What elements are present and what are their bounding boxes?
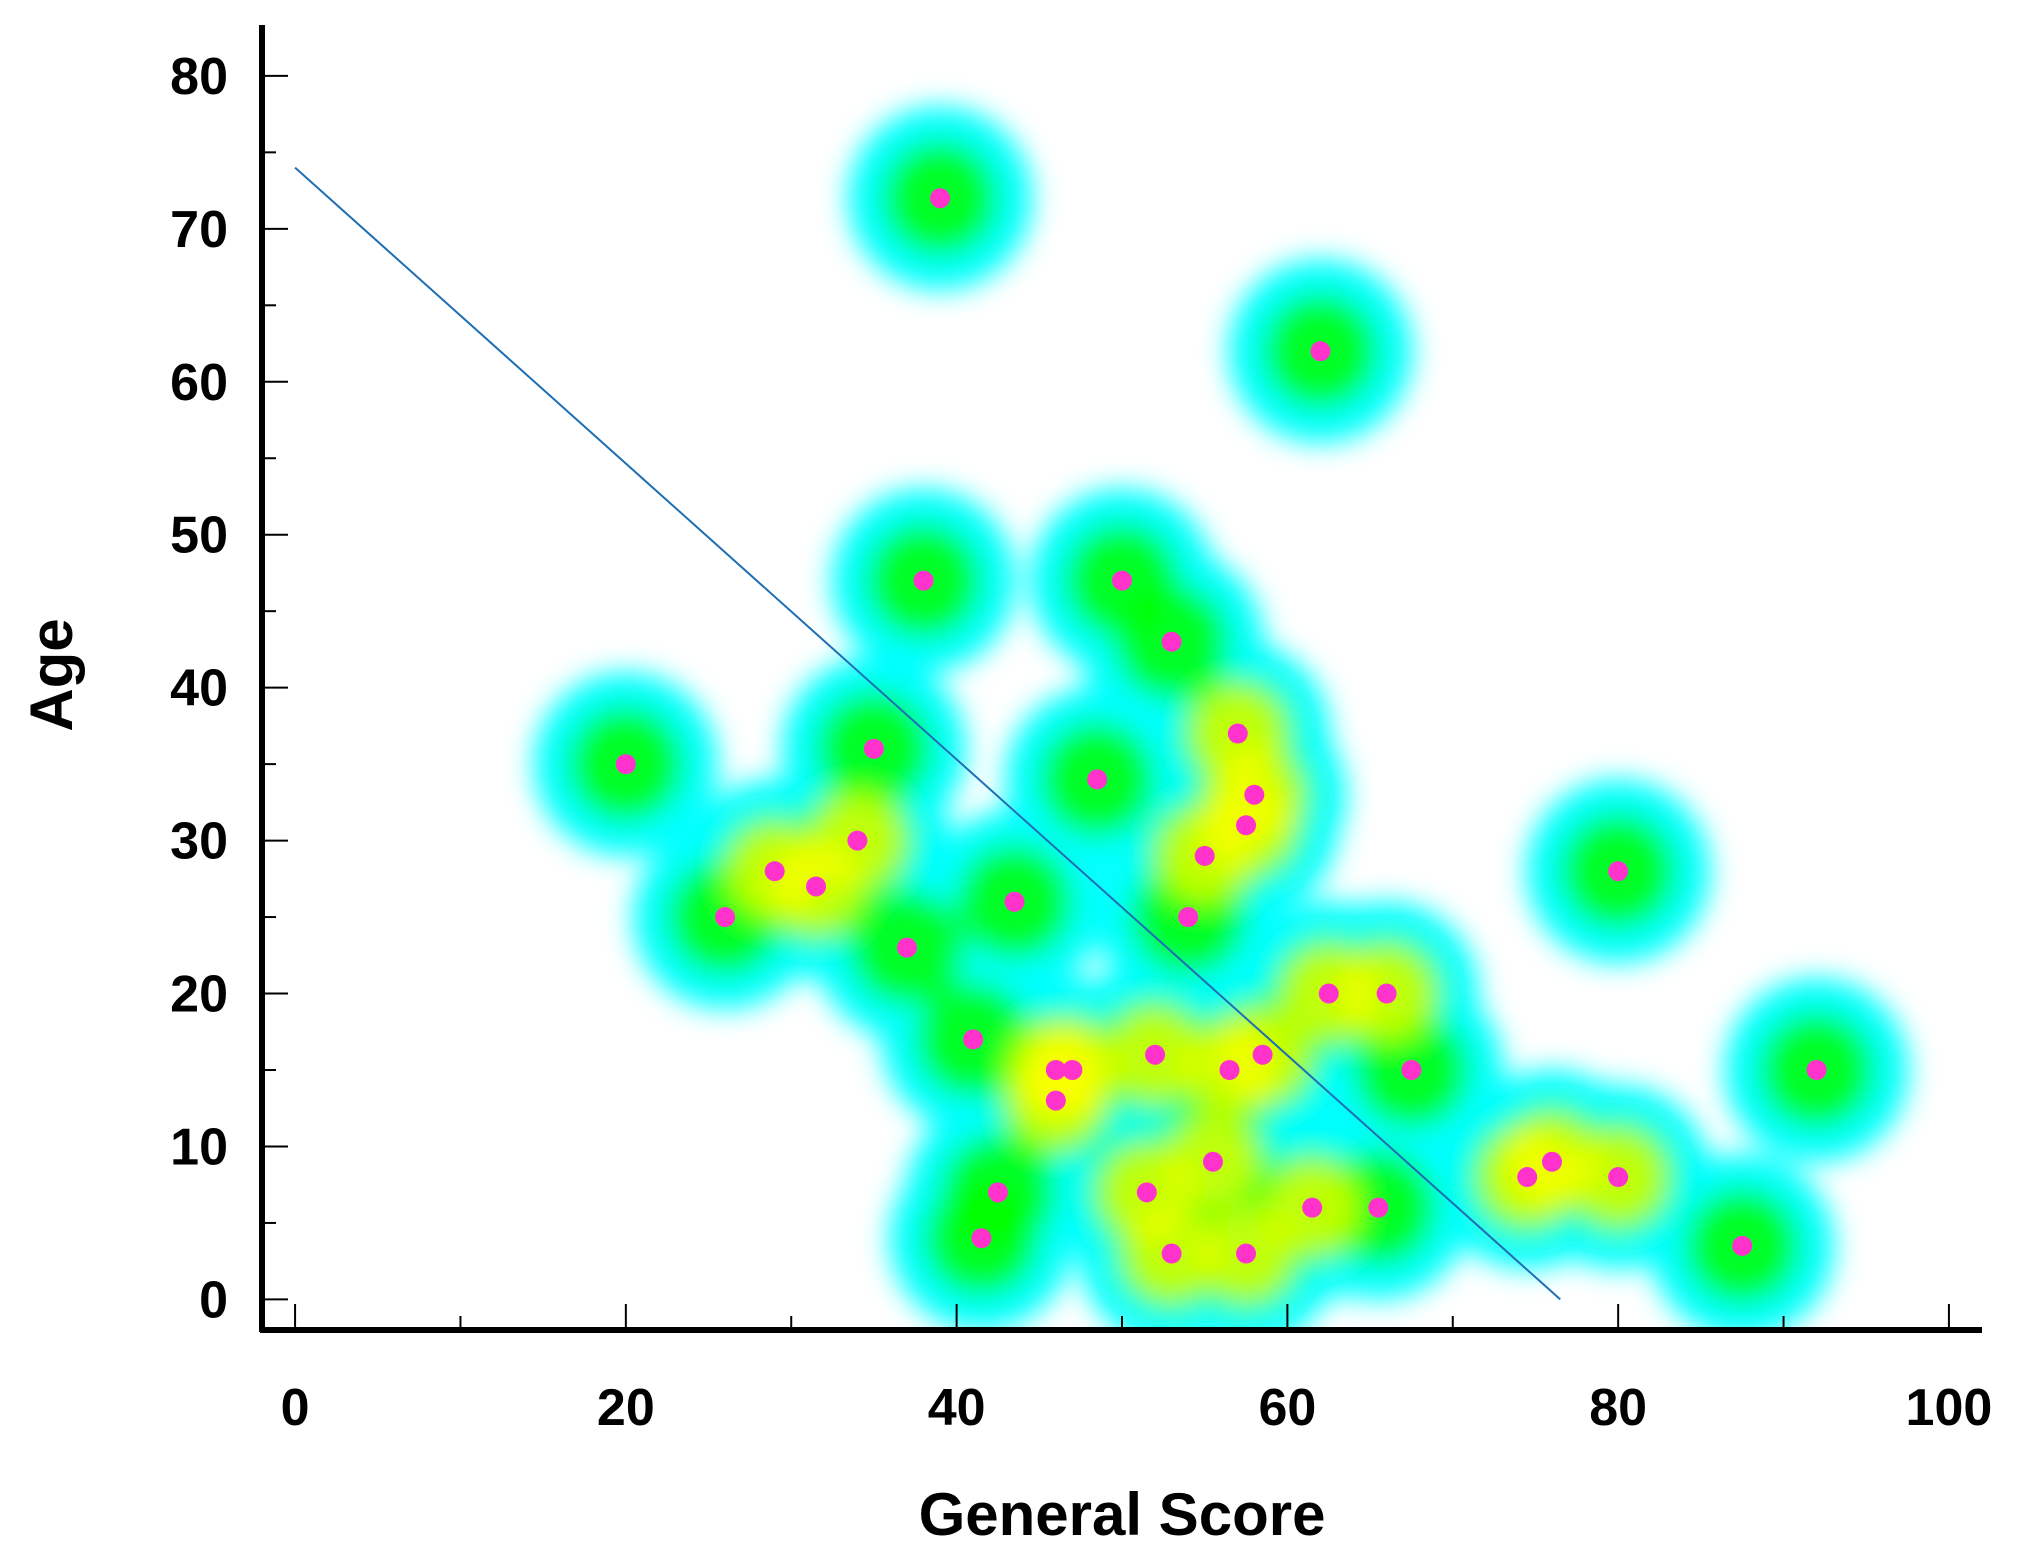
data-point: [615, 754, 636, 775]
data-point: [715, 907, 736, 928]
data-point: [1517, 1167, 1538, 1188]
data-point: [1236, 815, 1257, 836]
data-point: [1302, 1197, 1323, 1218]
y-tick-label: 50: [170, 507, 228, 565]
data-point: [1161, 631, 1182, 652]
x-tick-label: 60: [1258, 1379, 1316, 1437]
data-point: [1178, 907, 1199, 928]
data-point: [1368, 1197, 1389, 1218]
data-point: [913, 570, 934, 591]
data-point: [971, 1228, 992, 1249]
data-point: [1401, 1060, 1422, 1080]
data-point: [1236, 1243, 1257, 1264]
y-axis-title: Age: [18, 618, 85, 731]
y-tick-label: 80: [170, 48, 228, 106]
y-tick-label: 0: [199, 1271, 228, 1329]
y-tick-label: 30: [170, 813, 228, 871]
data-point: [1004, 891, 1025, 912]
data-points: [615, 188, 1827, 1264]
x-tick-label: 0: [281, 1379, 310, 1437]
data-point: [1045, 1060, 1066, 1080]
data-point: [1310, 341, 1331, 362]
data-point: [1318, 983, 1339, 1004]
data-point: [847, 830, 868, 851]
x-tick-label: 100: [1906, 1379, 1993, 1437]
y-tick-label: 70: [170, 201, 228, 259]
data-point: [1112, 570, 1132, 591]
tick-labels: 0 20 40 60 80 100 0 10 20 30 40 50 60 70 80: [170, 48, 1992, 1437]
data-point: [963, 1029, 984, 1050]
x-axis-title: General Score: [919, 1481, 1326, 1548]
data-point: [1145, 1044, 1166, 1065]
data-point: [1608, 1167, 1629, 1188]
data-point: [1219, 1060, 1240, 1080]
data-point: [764, 861, 785, 882]
data-point: [897, 937, 917, 958]
data-point: [1045, 1090, 1066, 1111]
data-point: [863, 738, 884, 759]
axes: [259, 25, 1982, 1333]
data-point: [1806, 1060, 1827, 1080]
data-point: [1542, 1151, 1562, 1172]
trend-line-layer: [294, 166, 1561, 1301]
data-point: [1194, 845, 1215, 866]
y-tick-label: 20: [170, 966, 228, 1024]
data-point: [1376, 983, 1397, 1004]
data-point: [1252, 1044, 1273, 1065]
data-point: [1087, 769, 1108, 790]
regression-line: [294, 166, 1561, 1301]
x-tick-label: 80: [1589, 1379, 1647, 1437]
data-point: [1202, 1151, 1223, 1172]
y-tick-label: 10: [170, 1118, 228, 1176]
data-point: [1732, 1235, 1753, 1256]
data-point: [1161, 1243, 1182, 1264]
x-tick-label: 20: [597, 1379, 655, 1437]
data-point: [1227, 723, 1248, 744]
data-point: [1244, 784, 1265, 805]
data-point: [1062, 1060, 1083, 1080]
data-point: [1608, 861, 1629, 882]
data-point: [1136, 1182, 1157, 1203]
data-point: [806, 876, 827, 897]
y-tick-label: 40: [170, 660, 228, 718]
y-tick-label: 60: [170, 354, 228, 412]
x-tick-label: 40: [928, 1379, 986, 1437]
data-point: [987, 1182, 1008, 1203]
data-point: [930, 188, 951, 209]
